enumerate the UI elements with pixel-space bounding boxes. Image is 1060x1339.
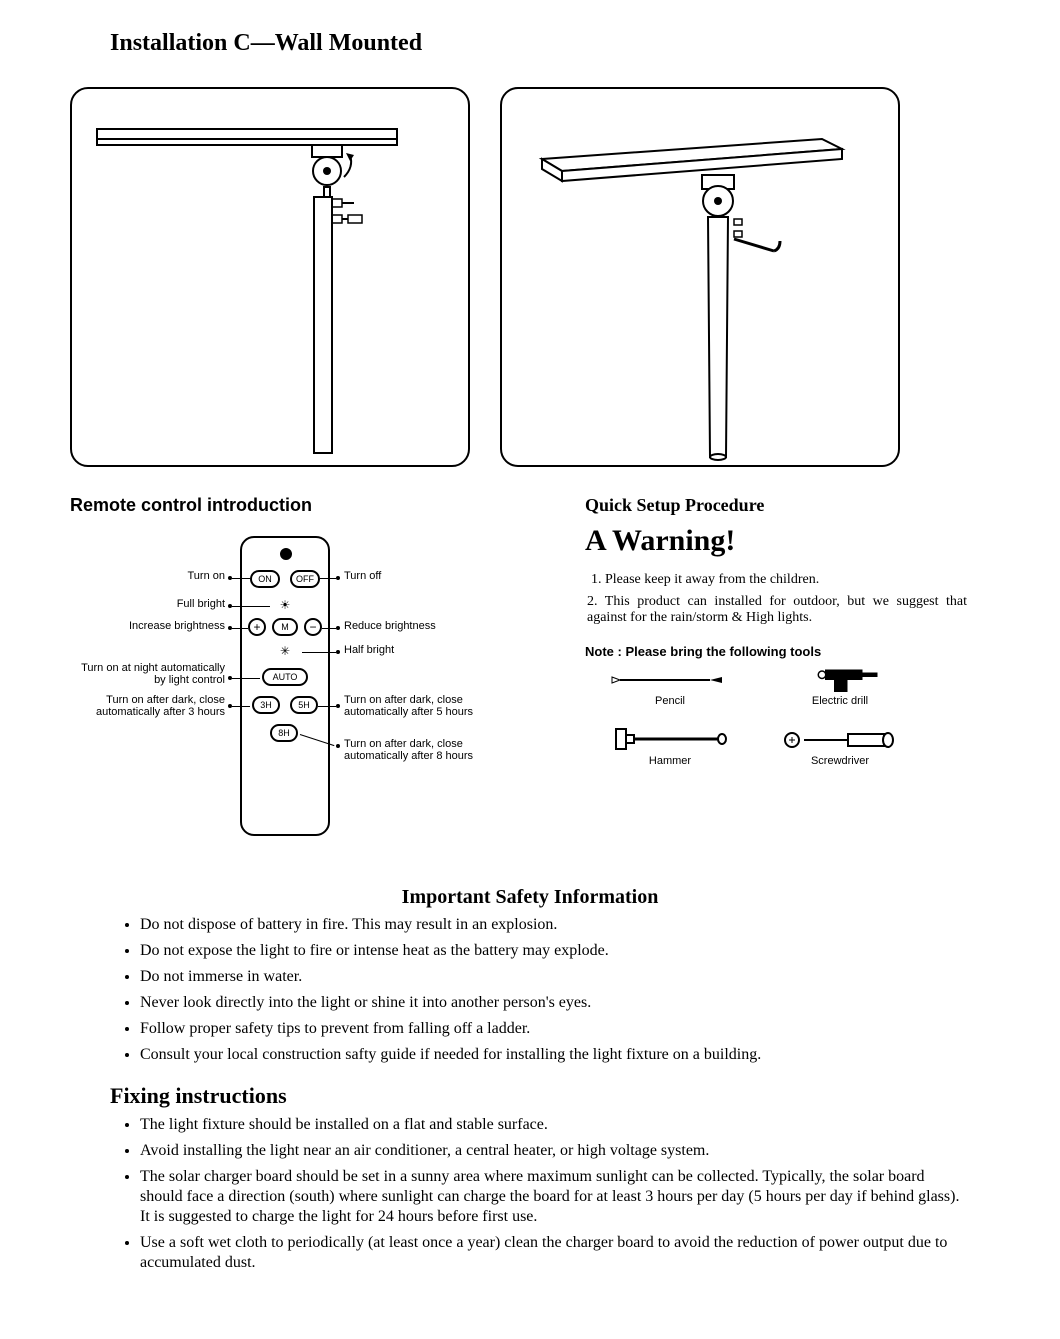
warning-list: Please keep it away from the children. [585,572,1000,588]
warning-heading: A Warning! [585,524,1000,558]
list-item: Never look directly into the light or sh… [140,993,960,1013]
tool-label: Electric drill [812,695,868,707]
tool-label: Screwdriver [811,755,869,767]
remote-btn-5h[interactable]: 5H [290,696,318,714]
remote-btn-off[interactable]: OFF [290,570,320,588]
label-night-auto: Turn on at night automatically by light … [70,662,225,686]
label-full-bright: Full bright [130,598,225,610]
warning-item-2: 2. This product can installed for outdoo… [587,594,967,626]
tool-drill: Electric drill [755,665,925,707]
list-item: Use a soft wet cloth to periodically (at… [140,1233,960,1273]
list-item: Do not dispose of battery in fire. This … [140,915,960,935]
list-item: The solar charger board should be set in… [140,1167,960,1227]
figure-wall-mount-side [70,87,470,467]
tools-grid: Pencil Electric drill Hammer Screwdriver [585,665,925,767]
sun-half-icon: ✳ [270,642,300,660]
list-item: Do not immerse in water. [140,967,960,987]
remote-section: Remote control introduction ON OFF ☀ + M… [60,467,515,856]
safety-heading: Important Safety Information [60,886,1000,909]
remote-btn-auto[interactable]: AUTO [262,668,308,686]
remote-diagram: ON OFF ☀ + M − ✳ AUTO 3H 5H 8H Turn on [70,526,470,856]
label-after5: Turn on after dark, close automatically … [344,694,484,718]
remote-btn-on[interactable]: ON [250,570,280,588]
tool-label: Hammer [649,755,691,767]
tool-label: Pencil [655,695,685,707]
label-after8: Turn on after dark, close automatically … [344,738,484,762]
label-increase: Increase brightness [90,620,225,632]
fixing-heading: Fixing instructions [110,1083,1000,1109]
setup-section: Quick Setup Procedure A Warning! Please … [545,467,1000,856]
remote-btn-3h[interactable]: 3H [252,696,280,714]
list-item: Consult your local construction safty gu… [140,1045,960,1065]
remote-btn-8h[interactable]: 8H [270,724,298,742]
label-turn-off: Turn off [344,570,444,582]
list-item: Follow proper safety tips to prevent fro… [140,1019,960,1039]
tools-note: Note : Please bring the following tools [585,644,1000,659]
figures-row [60,87,1000,467]
list-item: The light fixture should be installed on… [140,1115,960,1135]
tool-screwdriver: Screwdriver [755,725,925,767]
list-item: Do not expose the light to fire or inten… [140,941,960,961]
label-after3: Turn on after dark, close automatically … [70,694,225,718]
safety-list: Do not dispose of battery in fire. This … [110,915,960,1065]
remote-btn-plus[interactable]: + [248,618,266,636]
figure-wall-mount-perspective [500,87,900,467]
warning-item-1: Please keep it away from the children. [605,572,1000,588]
sun-full-icon: ☀ [270,596,300,614]
tool-hammer: Hammer [585,725,755,767]
list-item: Avoid installing the light near an air c… [140,1141,960,1161]
tool-pencil: Pencil [585,665,755,707]
label-turn-on: Turn on [130,570,225,582]
label-reduce: Reduce brightness [344,620,464,632]
remote-btn-m[interactable]: M [272,618,298,636]
manual-page: Installation C—Wall Mounted [0,0,1060,1339]
setup-heading: Quick Setup Procedure [585,495,1000,516]
page-title: Installation C—Wall Mounted [110,30,1000,57]
fixing-list: The light fixture should be installed on… [110,1115,960,1273]
mid-row: Remote control introduction ON OFF ☀ + M… [60,467,1000,856]
remote-btn-minus[interactable]: − [304,618,322,636]
label-half: Half bright [344,644,444,656]
remote-heading: Remote control introduction [70,495,515,516]
